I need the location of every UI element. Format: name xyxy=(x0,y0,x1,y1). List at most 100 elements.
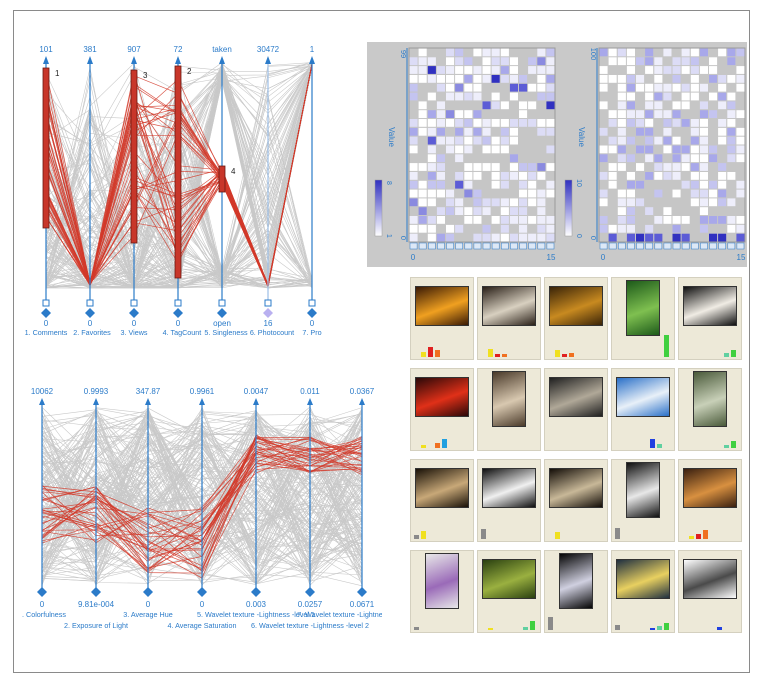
heatmap-x-tick-box[interactable] xyxy=(663,242,672,250)
thumbnail-cell[interactable] xyxy=(611,550,675,633)
heatmap-x-tick-box[interactable] xyxy=(537,242,546,250)
axis-top-arrow-icon[interactable] xyxy=(309,56,315,64)
heatmap-x-tick-box[interactable] xyxy=(709,242,717,250)
heatmap-x-tick-box[interactable] xyxy=(428,242,436,250)
social-parallel-coordinates[interactable]: 101 0 381 0 907 0 72 0 taken open 30472 16 1 0 1. Comm… xyxy=(22,38,342,338)
heatmap-x-tick-box[interactable] xyxy=(510,242,518,250)
axis-diamond-icon[interactable] xyxy=(357,587,367,597)
axis-diamond-icon[interactable] xyxy=(263,308,273,318)
bokeh-grass-photo-icon[interactable] xyxy=(482,559,536,599)
visual-parallel-coordinates[interactable]: 10062 0 0.9993 9.81e-004 347.87 0 0.9961 0 0.004… xyxy=(18,385,383,640)
sunset-photo-icon[interactable] xyxy=(415,286,469,326)
heatmap-x-tick-box[interactable] xyxy=(627,242,635,250)
heatmap-x-tick-box[interactable] xyxy=(736,242,745,250)
range-selection-bar[interactable] xyxy=(218,165,226,193)
heatmap-x-tick-box[interactable] xyxy=(718,242,726,250)
heatmap-x-tick-box[interactable] xyxy=(528,242,536,250)
thumbnail-cell[interactable] xyxy=(410,459,474,542)
axis-top-arrow-icon[interactable] xyxy=(43,56,49,64)
heatmap-x-tick-box[interactable] xyxy=(618,242,626,250)
heatmap-x-tick-box[interactable] xyxy=(519,242,527,250)
axis-diamond-icon[interactable] xyxy=(197,587,207,597)
axis-handle-icon[interactable] xyxy=(86,299,94,307)
thumbnail-cell[interactable] xyxy=(611,368,675,451)
cloudy-sky-photo-icon[interactable] xyxy=(616,377,670,417)
thumbnail-cell[interactable] xyxy=(410,277,474,360)
heatmap-x-tick-box[interactable] xyxy=(455,242,463,250)
axis-top-arrow-icon[interactable] xyxy=(145,398,151,405)
heatmap-x-tick-box[interactable] xyxy=(608,242,617,250)
thumbnail-cell[interactable] xyxy=(678,550,742,633)
heatmap-x-tick-box[interactable] xyxy=(546,242,555,250)
thumbnail-cell[interactable] xyxy=(678,277,742,360)
heatmap-x-tick-box[interactable] xyxy=(446,242,454,250)
thumbnail-cell[interactable] xyxy=(477,550,541,633)
garden-photo-icon[interactable] xyxy=(626,280,660,336)
thumbnail-cell[interactable] xyxy=(544,459,608,542)
axis-handle-icon[interactable] xyxy=(130,299,138,307)
heatmap-x-tick-box[interactable] xyxy=(437,242,445,250)
axis-diamond-icon[interactable] xyxy=(91,587,101,597)
heatmap-x-tick-box[interactable] xyxy=(700,242,708,250)
lake-sunset-photo-icon[interactable] xyxy=(616,559,670,599)
photo-collage-icon[interactable] xyxy=(683,559,737,599)
range-selection-bar[interactable] xyxy=(174,65,182,279)
thumbnail-cell[interactable] xyxy=(544,368,608,451)
thumbnail-cell[interactable] xyxy=(477,368,541,451)
axis-diamond-icon[interactable] xyxy=(251,587,261,597)
axis-handle-icon[interactable] xyxy=(42,299,50,307)
heatmap-x-tick-box[interactable] xyxy=(409,242,418,250)
heatmap-view[interactable]: 0 15 99 0 Value 8 1 0 15 100 0 Value 10 0 xyxy=(367,42,747,267)
axis-top-arrow-icon[interactable] xyxy=(131,56,137,64)
axis-diamond-icon[interactable] xyxy=(143,587,153,597)
heatmap-x-tick-box[interactable] xyxy=(691,242,699,250)
axis-top-arrow-icon[interactable] xyxy=(199,398,205,405)
axis-diamond-icon[interactable] xyxy=(217,308,227,318)
axis-handle-icon[interactable] xyxy=(174,299,182,307)
heatmap-x-tick-box[interactable] xyxy=(491,242,500,250)
axis-top-arrow-icon[interactable] xyxy=(253,398,259,405)
thumbnail-cell[interactable] xyxy=(611,277,675,360)
flower-photo-icon[interactable] xyxy=(482,286,536,326)
heatmap-x-tick-box[interactable] xyxy=(681,242,690,250)
heatmap-x-tick-box[interactable] xyxy=(672,242,681,250)
robot-hand-photo-icon[interactable] xyxy=(425,553,459,609)
thumbnail-cell[interactable] xyxy=(410,550,474,633)
portrait-photo-icon[interactable] xyxy=(492,371,526,427)
axis-diamond-icon[interactable] xyxy=(173,308,183,318)
mono-abstract-photo-icon[interactable] xyxy=(482,468,536,508)
misty-trees-photo-icon[interactable] xyxy=(693,371,727,427)
axis-handle-icon[interactable] xyxy=(264,299,272,307)
axis-diamond-icon[interactable] xyxy=(85,308,95,318)
thumbnail-cell[interactable] xyxy=(544,277,608,360)
heatmap-x-tick-box[interactable] xyxy=(599,242,608,250)
thumbnail-grid[interactable] xyxy=(410,277,750,637)
thumbnail-cell[interactable] xyxy=(477,277,541,360)
red-sky-photo-icon[interactable] xyxy=(415,377,469,417)
thumbnail-cell[interactable] xyxy=(678,368,742,451)
rose-frame-photo-icon[interactable] xyxy=(683,286,737,326)
heatmap-x-tick-box[interactable] xyxy=(501,242,509,250)
skyline-night-photo-icon[interactable] xyxy=(559,553,593,609)
heatmap-x-tick-box[interactable] xyxy=(464,242,473,250)
golden-room-photo-icon[interactable] xyxy=(549,286,603,326)
axis-diamond-icon[interactable] xyxy=(129,308,139,318)
heatmap-x-tick-box[interactable] xyxy=(473,242,482,250)
heatmap-x-tick-box[interactable] xyxy=(654,242,663,250)
waterfall-photo-icon[interactable] xyxy=(626,462,660,518)
thumbnail-cell[interactable] xyxy=(611,459,675,542)
heatmap-x-tick-box[interactable] xyxy=(636,242,644,250)
thumbnail-cell[interactable] xyxy=(544,550,608,633)
axis-handle-icon[interactable] xyxy=(218,299,226,307)
axis-top-arrow-icon[interactable] xyxy=(87,56,93,64)
clock-photo-icon[interactable] xyxy=(683,468,737,508)
axis-top-arrow-icon[interactable] xyxy=(359,398,365,405)
axis-diamond-icon[interactable] xyxy=(37,587,47,597)
axis-handle-icon[interactable] xyxy=(308,299,316,307)
range-selection-bar[interactable] xyxy=(42,67,50,229)
axis-top-arrow-icon[interactable] xyxy=(93,398,99,405)
heatmap-x-tick-box[interactable] xyxy=(645,242,653,250)
axis-top-arrow-icon[interactable] xyxy=(39,398,45,405)
